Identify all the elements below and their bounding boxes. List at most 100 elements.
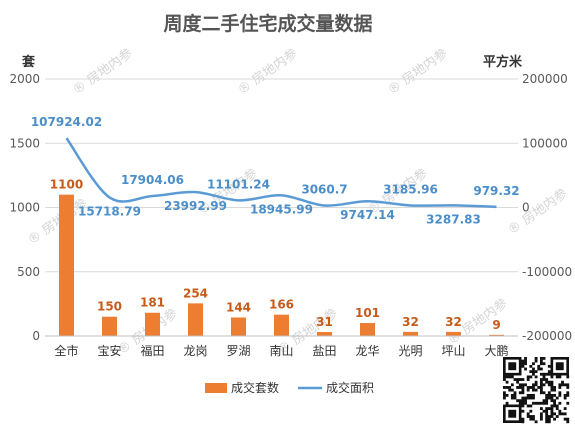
x-tick-5: 南山 xyxy=(269,343,293,358)
qr-cell xyxy=(526,375,530,379)
y-left-tick-1: 500 xyxy=(17,265,40,279)
qr-cell xyxy=(542,375,546,379)
qr-cell xyxy=(526,386,530,389)
qr-cell xyxy=(553,399,556,403)
legend-line-label: 成交面积 xyxy=(326,380,374,395)
line-label-7: 9747.14 xyxy=(340,208,395,222)
qr-cell xyxy=(532,372,535,376)
bar-label-10: 9 xyxy=(492,318,500,332)
qr-cell xyxy=(521,362,525,366)
qr-cell xyxy=(555,407,559,410)
qr-cell xyxy=(550,383,554,387)
x-tick-10: 大鹏 xyxy=(484,344,508,358)
qr-cell xyxy=(547,383,551,387)
line-label-0: 107924.02 xyxy=(31,115,102,129)
qr-cell xyxy=(518,401,522,405)
qr-finder-center-2 xyxy=(508,409,517,418)
bar-label-6: 31 xyxy=(316,315,333,329)
qr-cell xyxy=(545,401,549,405)
area-line xyxy=(65,137,497,209)
qr-cell xyxy=(558,391,562,395)
qr-cell xyxy=(505,393,509,397)
qr-cell xyxy=(566,383,570,387)
qr-cell xyxy=(539,391,543,395)
line-label-10: 979.32 xyxy=(473,184,519,198)
qr-cell xyxy=(539,362,543,366)
qr-cell xyxy=(545,412,549,416)
qr-cell xyxy=(558,393,562,397)
qr-cell xyxy=(529,417,533,421)
qr-cell xyxy=(516,380,520,384)
qr-cell xyxy=(542,372,546,376)
y-right-ticks: -200000 -100000 0 100000 200000 xyxy=(522,72,572,343)
qr-cell xyxy=(563,393,567,397)
qr-cell xyxy=(566,391,570,395)
y-left-tick-4: 2000 xyxy=(9,72,40,86)
legend-bar-swatch xyxy=(205,383,227,393)
qr-cell xyxy=(550,386,554,389)
qr-cell xyxy=(521,417,525,421)
qr-cell xyxy=(521,391,525,395)
qr-cell xyxy=(542,401,546,405)
bar-10 xyxy=(489,334,504,336)
qr-cell xyxy=(505,375,509,379)
qr-cell xyxy=(566,393,570,397)
qr-cell xyxy=(524,401,527,405)
qr-cell xyxy=(532,396,535,400)
line-label-8: 3185.96 xyxy=(383,182,438,196)
qr-cell xyxy=(537,401,541,405)
qr-cell xyxy=(524,383,527,387)
x-tick-6: 盐田 xyxy=(312,344,336,358)
bar-label-7: 101 xyxy=(355,306,380,320)
qr-cell xyxy=(526,393,530,397)
qr-cell xyxy=(539,380,543,384)
qr-cell xyxy=(516,399,520,403)
qr-cell xyxy=(539,367,543,371)
qr-cell xyxy=(505,401,509,405)
qr-cell xyxy=(532,393,535,397)
qr-cell xyxy=(513,378,517,381)
bar-label-9: 32 xyxy=(445,315,462,329)
qr-cell xyxy=(532,417,535,421)
line-label-6: 3060.7 xyxy=(301,183,347,197)
qr-cell xyxy=(539,357,543,360)
x-ticks: 全市 宝安 福田 龙岗 罗湖 南山 盐田 龙华 光明 坪山 大鹏 xyxy=(45,335,518,358)
qr-cell xyxy=(539,407,543,410)
qr-cell xyxy=(510,375,514,379)
qr-cell xyxy=(558,375,562,379)
y-right-tick-3: 100000 xyxy=(522,136,568,150)
qr-cell xyxy=(537,364,541,368)
qr-cell xyxy=(539,412,543,416)
qr-cell xyxy=(518,378,522,381)
qr-cell xyxy=(508,388,512,392)
line-label-2: 17904.06 xyxy=(121,173,184,187)
qr-cell xyxy=(563,412,567,416)
qr-cell xyxy=(524,396,527,400)
qr-cell xyxy=(545,415,549,418)
legend: 成交套数 成交面积 xyxy=(205,380,374,395)
qr-cell xyxy=(542,362,546,366)
qr-cell xyxy=(539,401,543,405)
qr-cell xyxy=(521,399,525,403)
line-label-1: 15718.79 xyxy=(78,204,141,218)
qr-cell xyxy=(545,393,549,397)
qr-cell xyxy=(563,407,567,410)
qr-cell xyxy=(513,393,517,397)
qr-cell xyxy=(547,370,551,374)
bar-labels: 1100 150 181 254 144 166 31 101 32 32 9 xyxy=(50,178,501,332)
qr-cell xyxy=(534,383,538,387)
qr-cell xyxy=(532,386,535,389)
qr-cell xyxy=(503,378,506,381)
line-label-9: 3287.83 xyxy=(426,212,481,226)
qr-cell xyxy=(532,388,535,392)
qr-cell xyxy=(521,409,525,413)
qr-cell xyxy=(521,396,525,400)
qr-cell xyxy=(563,383,567,387)
qr-cell xyxy=(524,362,527,366)
line-label-3: 23992.99 xyxy=(164,199,227,213)
qr-cell xyxy=(532,383,535,387)
qr-cell xyxy=(503,375,506,379)
y-right-tick-1: -100000 xyxy=(522,265,572,279)
bar-label-1: 150 xyxy=(97,300,122,314)
qr-cell xyxy=(555,396,559,400)
